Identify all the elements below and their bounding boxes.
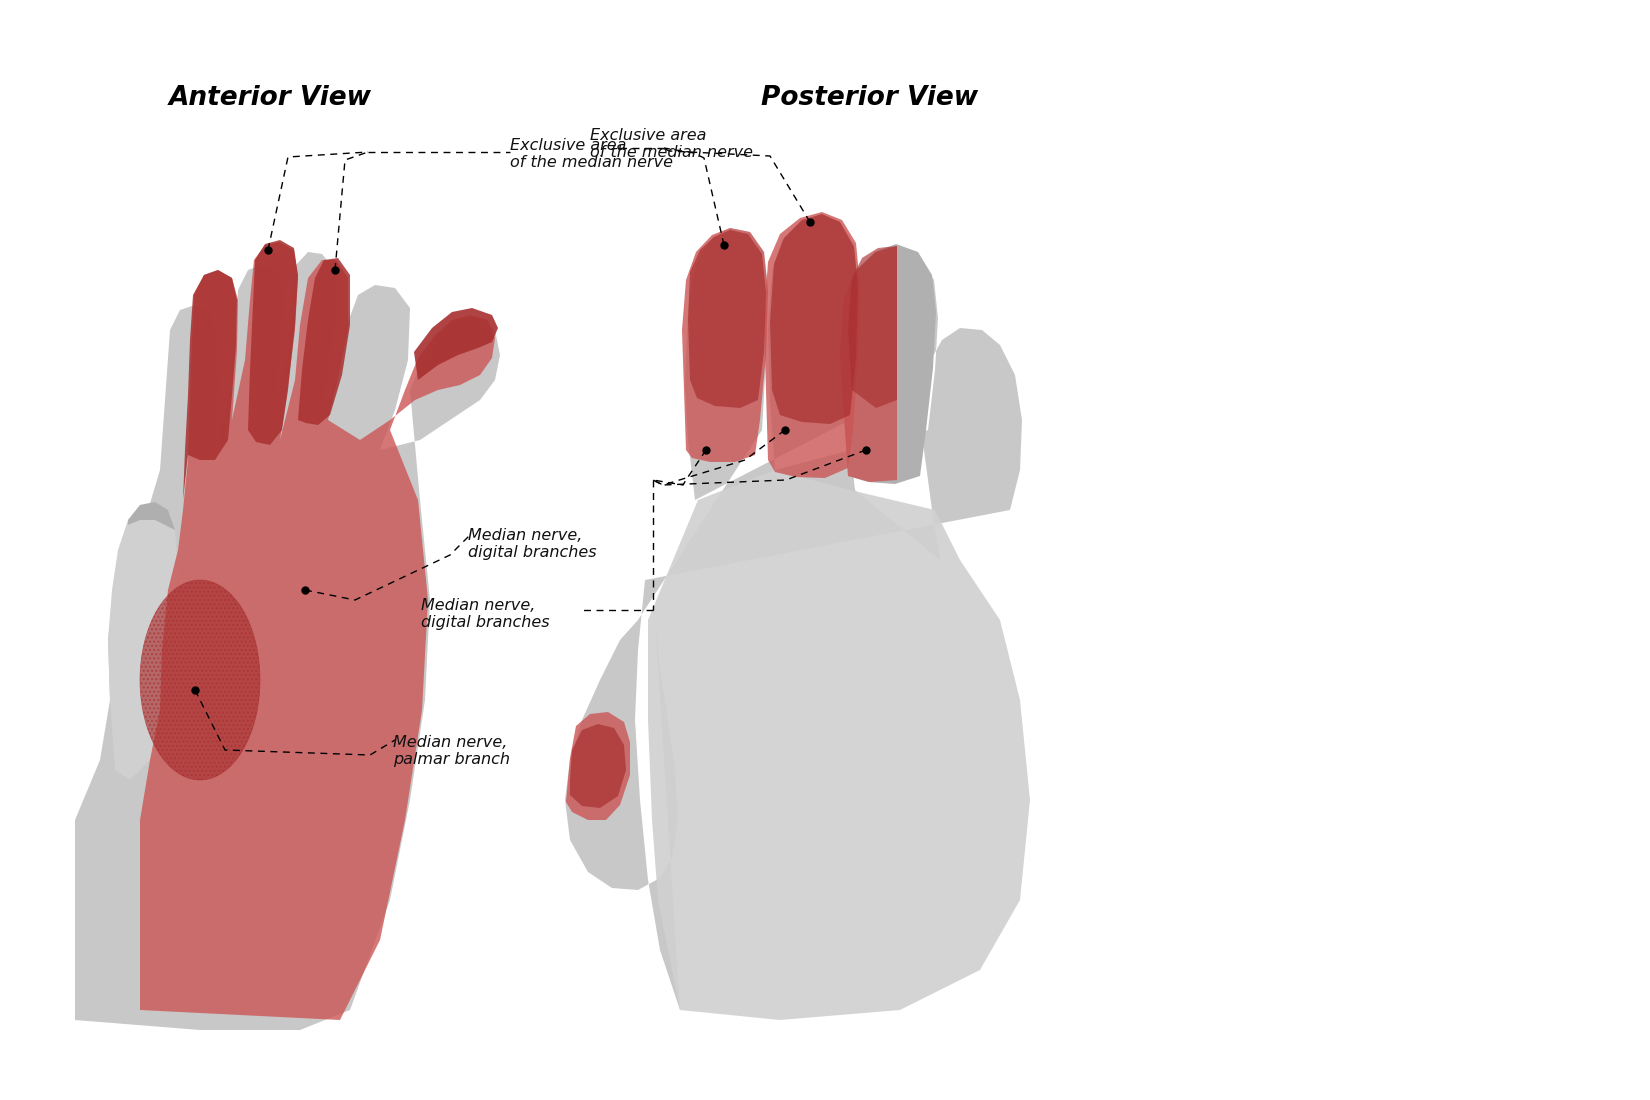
- Polygon shape: [414, 308, 498, 380]
- Text: Median nerve,
digital branches: Median nerve, digital branches: [469, 528, 597, 560]
- Polygon shape: [183, 270, 238, 500]
- Text: Exclusive area
of the median nerve: Exclusive area of the median nerve: [510, 138, 673, 170]
- Polygon shape: [764, 212, 860, 478]
- Polygon shape: [569, 724, 625, 808]
- Text: Exclusive area
of the median nerve: Exclusive area of the median nerve: [591, 128, 752, 161]
- Polygon shape: [299, 258, 350, 425]
- Polygon shape: [848, 246, 898, 408]
- Polygon shape: [566, 712, 630, 820]
- Polygon shape: [840, 244, 936, 484]
- Polygon shape: [129, 502, 175, 530]
- Text: Median nerve,
palmar branch: Median nerve, palmar branch: [393, 735, 510, 768]
- Polygon shape: [688, 230, 766, 408]
- Text: Posterior View: Posterior View: [761, 85, 978, 111]
- Text: Anterior View: Anterior View: [168, 85, 371, 111]
- Polygon shape: [248, 240, 299, 446]
- Ellipse shape: [140, 580, 261, 780]
- Polygon shape: [140, 242, 495, 1020]
- Polygon shape: [648, 470, 1030, 1020]
- Polygon shape: [840, 246, 898, 482]
- Polygon shape: [771, 214, 858, 424]
- Polygon shape: [107, 502, 178, 780]
- Polygon shape: [564, 214, 1021, 1010]
- Polygon shape: [681, 228, 767, 462]
- Text: Median nerve,
digital branches: Median nerve, digital branches: [421, 598, 549, 630]
- Polygon shape: [74, 252, 500, 1030]
